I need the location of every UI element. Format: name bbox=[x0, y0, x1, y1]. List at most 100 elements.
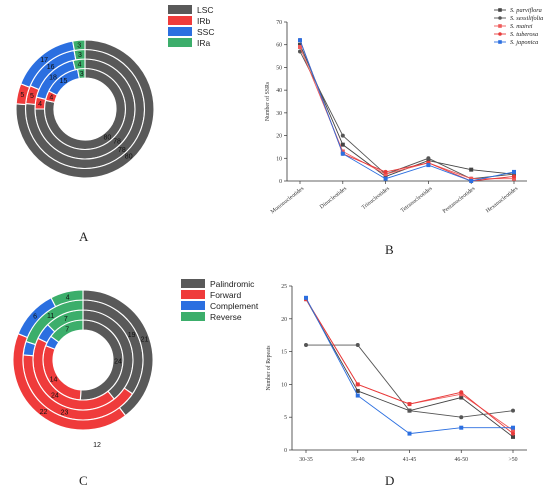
legend-label-s-sessilifolia: S. sessilifolia bbox=[510, 15, 543, 22]
ring-3-label-irb: 5 bbox=[30, 93, 34, 100]
ring-1-label-lsc: 80 bbox=[104, 134, 112, 141]
y-tick-label-5: 5 bbox=[284, 415, 287, 421]
legend-marker-s-parviflora bbox=[498, 8, 502, 12]
ring-4-label-reverse: 4 bbox=[66, 294, 70, 301]
x-tick-label-46-50: 46-50 bbox=[454, 457, 468, 463]
legend-swatch-ira bbox=[168, 38, 192, 47]
ring-4-label-ssc: 17 bbox=[40, 57, 48, 64]
ring-2-label-ssc: 18 bbox=[49, 75, 57, 82]
ring-2-label-lsc: 78 bbox=[113, 138, 121, 145]
series-2-point-36-40 bbox=[355, 343, 360, 348]
series-1-point-mononucleotides bbox=[298, 42, 302, 47]
ring-1-label-palindromic: 24 bbox=[114, 359, 122, 366]
legend-label-irb: IRb bbox=[197, 16, 211, 26]
legend-label-s-mairei: S. mairei bbox=[510, 23, 533, 30]
series-5-point-mononucleotides bbox=[298, 38, 302, 43]
ring-4-label-lsc: 80 bbox=[125, 154, 133, 161]
series-4-point-50 bbox=[511, 431, 515, 436]
legend-label-lsc: LSC bbox=[197, 5, 214, 15]
panel-letter-a: A bbox=[79, 229, 89, 244]
series-line-1 bbox=[305, 298, 514, 438]
y-tick-label-0: 0 bbox=[284, 448, 287, 454]
ring-4-label-palindromic: 21 bbox=[141, 337, 149, 344]
x-tick-label-50: >50 bbox=[508, 457, 517, 463]
ring-2-label-forward: 24 bbox=[51, 393, 59, 400]
y-tick-label-20: 20 bbox=[281, 317, 287, 323]
legend-marker-s-japonica bbox=[498, 40, 502, 44]
ring-3-label-lsc: 78 bbox=[118, 147, 126, 154]
legend-label-s-parviflora: S. parviflora bbox=[510, 7, 542, 14]
x-tick-label-hexanucleotides: Hexanucleotides bbox=[485, 185, 520, 214]
y-tick-label-70: 70 bbox=[276, 20, 282, 26]
legend-swatch-lsc bbox=[168, 5, 192, 14]
legend-label-s-tuberosa: S. tuberosa bbox=[510, 31, 538, 38]
series-1-point-trinucleotides bbox=[383, 174, 388, 179]
ring-3-label-reverse: 11 bbox=[47, 313, 54, 320]
series-5-point-41-45 bbox=[407, 431, 412, 436]
ring-4-segment-reverse bbox=[50, 289, 84, 308]
series-2-point-dinucleotides bbox=[340, 133, 345, 138]
y-tick-label-25: 25 bbox=[281, 284, 287, 290]
x-tick-label-pentanucleotides: Pentanucleotides bbox=[442, 185, 477, 214]
series-2-point-tetranucleotides bbox=[426, 156, 431, 161]
series-3-point-trinucleotides bbox=[383, 172, 388, 177]
series-2-point-30-35 bbox=[304, 343, 308, 348]
legend-label-ira: IRa bbox=[197, 38, 211, 48]
y-tick-label-40: 40 bbox=[276, 88, 282, 94]
legend-label-s-japonica: S. japonica bbox=[510, 39, 538, 46]
series-2-point-46-50 bbox=[459, 415, 464, 420]
line-chart-b: 0 10 20 30 40 50 60 70 Mononucleotides Dinucleoti… bbox=[264, 7, 543, 215]
legend-label-palindromic: Palindromic bbox=[210, 279, 255, 289]
series-5-point-30-35 bbox=[304, 295, 308, 300]
ring-1-label-ssc: 15 bbox=[60, 78, 68, 85]
y-tick-label-10: 10 bbox=[276, 156, 282, 162]
y-tick-label-50: 50 bbox=[276, 65, 282, 71]
ring-1-label-reverse: 7 bbox=[65, 326, 69, 333]
x-tick-label-mononucleotides: Mononucleotides bbox=[270, 185, 306, 215]
ring-2-label-irb: 4 bbox=[38, 101, 42, 108]
series-4-point-46-50 bbox=[459, 390, 464, 395]
series-5-point-dinucleotides bbox=[340, 151, 345, 156]
series-line-5 bbox=[299, 40, 515, 182]
x-tick-label-dinucleotides: Dinucleotides bbox=[319, 185, 349, 210]
series-2-point-41-45 bbox=[407, 408, 412, 413]
panel-letter-b: B bbox=[385, 242, 394, 257]
legend-swatch-irb bbox=[168, 16, 192, 25]
series-3-point-pentanucleotides bbox=[469, 176, 474, 181]
series-1-point-46-50 bbox=[459, 395, 464, 400]
ring-4-segment-ira bbox=[72, 39, 86, 52]
series-5-point-36-40 bbox=[355, 393, 360, 398]
series-1-point-pentanucleotides bbox=[469, 167, 474, 172]
ring-3-label-ira: 3 bbox=[78, 52, 82, 59]
series-4-point-trinucleotides bbox=[383, 169, 388, 174]
ring-4-label-irb: 5 bbox=[20, 92, 24, 99]
series-1-point-dinucleotides bbox=[340, 142, 345, 147]
series-3-point-mononucleotides bbox=[298, 44, 302, 49]
series-3-point-dinucleotides bbox=[340, 149, 345, 154]
x-tick-label-trinucleotides: Trinucleotides bbox=[361, 185, 392, 211]
outer-ring-label: 12 bbox=[93, 442, 101, 449]
y-tick-label-0: 0 bbox=[279, 179, 282, 185]
ring-2-label-ira: 4 bbox=[78, 62, 82, 69]
series-line-2 bbox=[299, 51, 515, 180]
ring-3-label-palindromic: 19 bbox=[128, 332, 136, 339]
legend-swatch-complement bbox=[181, 301, 205, 310]
y-axis-title: Number of Repeats bbox=[265, 345, 272, 391]
series-5-point-tetranucleotides bbox=[426, 163, 431, 168]
x-tick-label-36-40: 36-40 bbox=[351, 457, 365, 463]
series-line-1 bbox=[299, 44, 515, 177]
ring-2-label-reverse: 7 bbox=[64, 316, 68, 323]
series-5-point-hexanucleotides bbox=[512, 169, 516, 174]
legend-marker-s-tuberosa bbox=[498, 32, 502, 36]
legend-swatch-palindromic bbox=[181, 279, 205, 288]
legend-swatch-ssc bbox=[168, 27, 192, 36]
ring-4-label-complement: 6 bbox=[33, 314, 37, 321]
y-tick-label-20: 20 bbox=[276, 134, 282, 140]
legend-marker-s-mairei bbox=[498, 24, 502, 28]
ring-4-label-forward: 22 bbox=[40, 409, 48, 416]
series-4-point-hexanucleotides bbox=[512, 174, 516, 179]
legend-label-forward: Forward bbox=[210, 290, 241, 300]
x-tick-label-tetranucleotides: Tetranucleotides bbox=[400, 185, 434, 214]
y-tick-label-30: 30 bbox=[276, 111, 282, 117]
